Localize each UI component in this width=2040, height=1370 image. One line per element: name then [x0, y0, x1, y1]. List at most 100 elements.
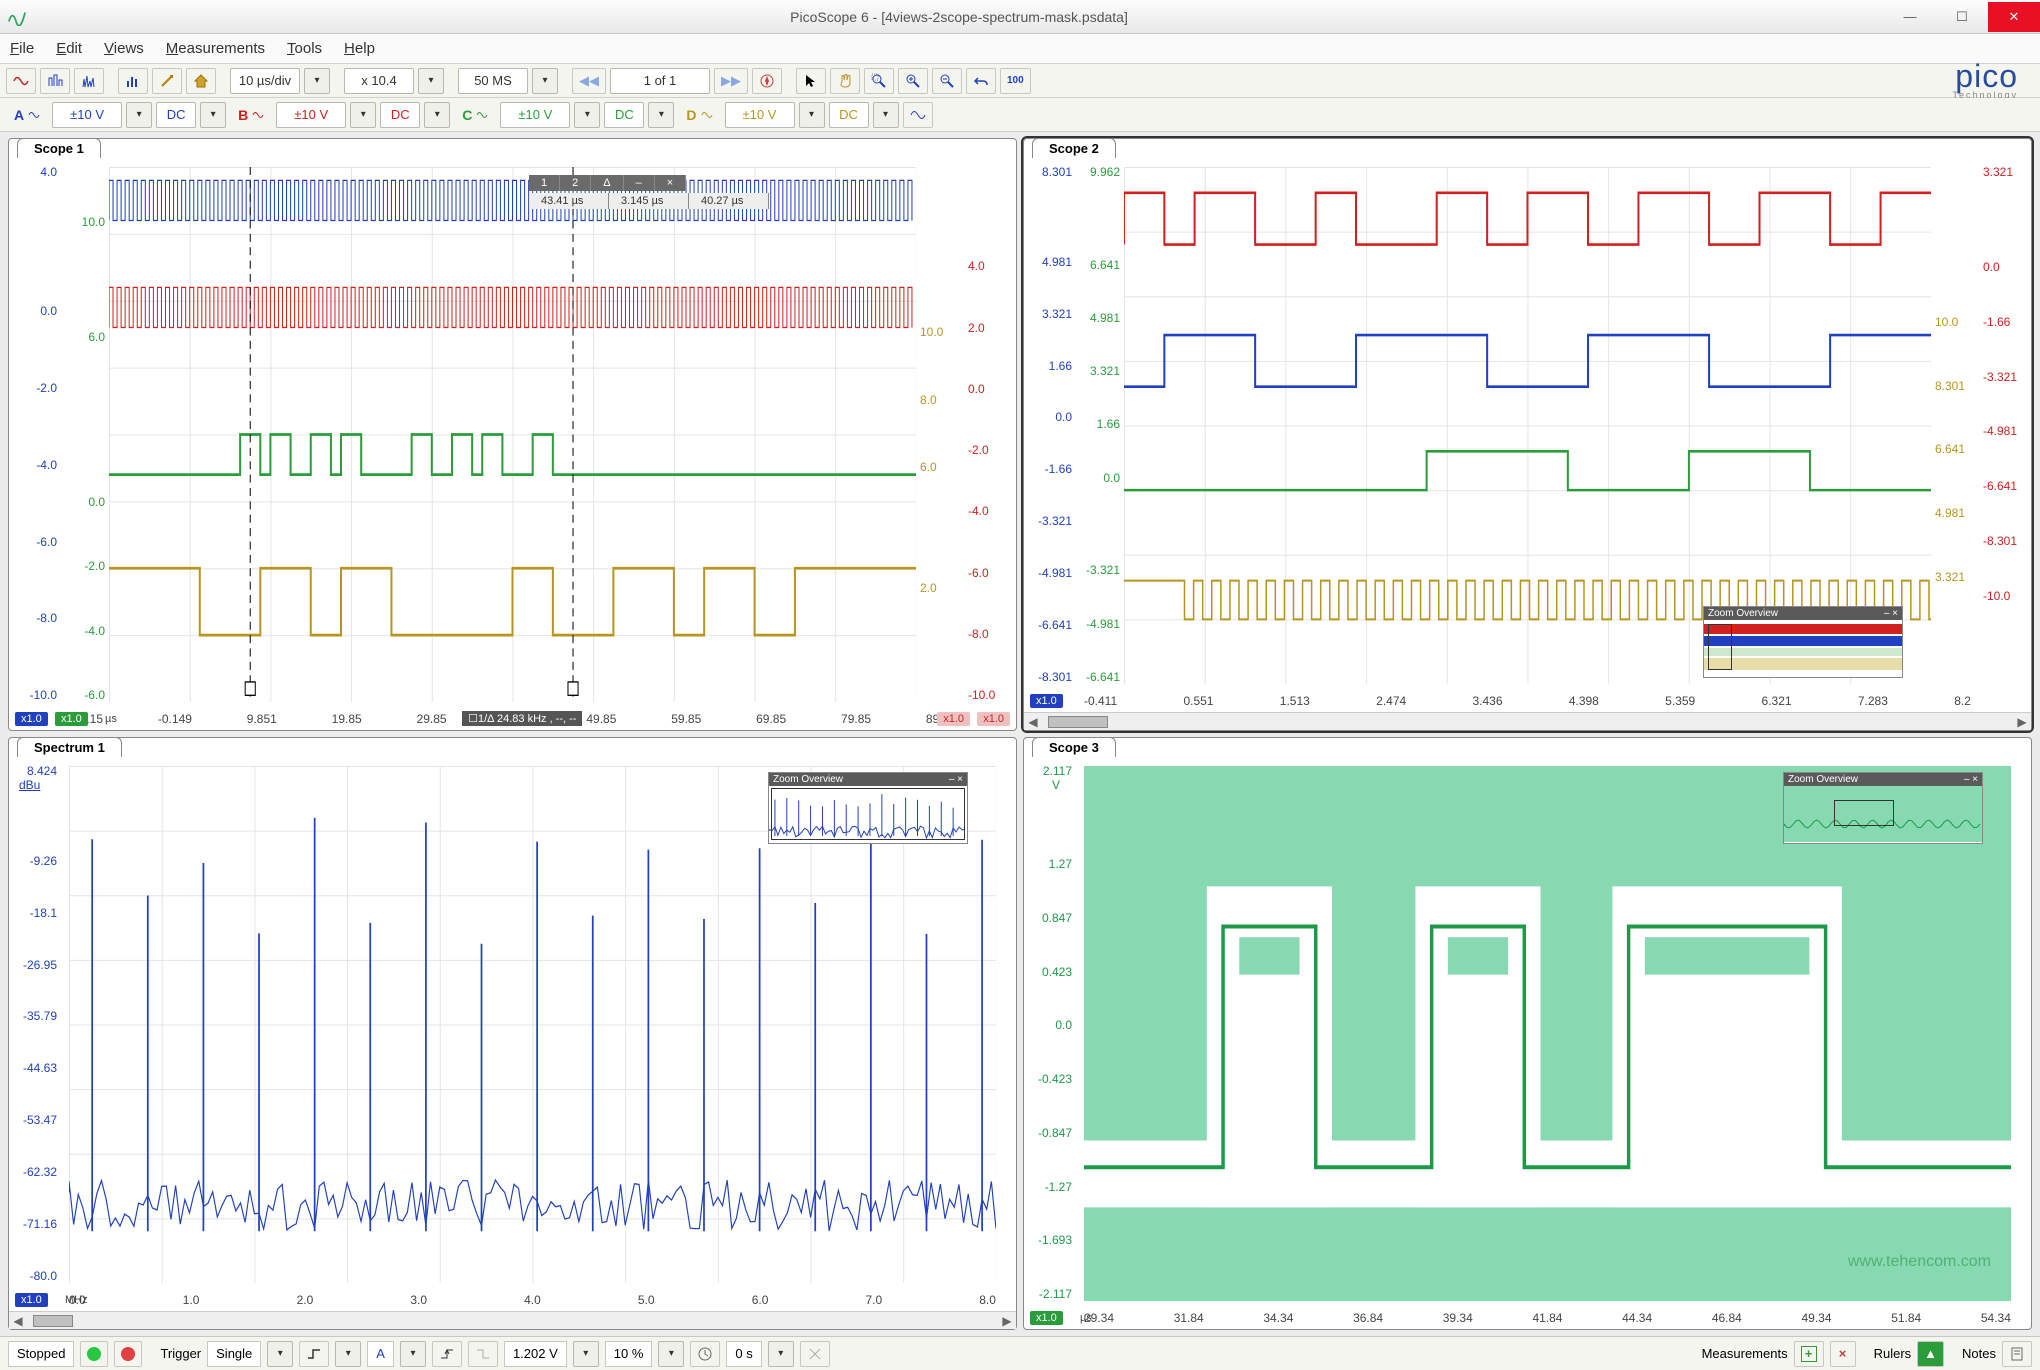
trigger-falling-icon[interactable]	[468, 1341, 498, 1367]
trigger-ch-dd[interactable]: ▾	[400, 1341, 426, 1367]
channel-d-label[interactable]: D	[678, 107, 720, 123]
channel-d-coupling[interactable]: DC	[829, 102, 869, 128]
channel-d-range[interactable]: ±10 V	[725, 102, 795, 128]
buffer-last-icon[interactable]: ▶▶	[714, 68, 748, 94]
posttrigger-dd[interactable]: ▾	[768, 1341, 794, 1367]
buffer-position[interactable]: 1 of 1	[610, 68, 710, 94]
pretrigger[interactable]: 10 %	[605, 1341, 653, 1367]
menu-help[interactable]: Help	[344, 40, 375, 57]
trigger-level[interactable]: 1.202 V	[504, 1341, 567, 1367]
scope2-plot[interactable]: 8.3014.9813.3211.660.0-1.66-3.321-4.981-…	[1024, 161, 2031, 712]
timebase-dropdown[interactable]: ▾	[304, 68, 330, 94]
maximize-button[interactable]: ☐	[1936, 2, 1988, 32]
undo-icon[interactable]	[966, 68, 996, 94]
menu-tools[interactable]: Tools	[287, 40, 322, 57]
channel-a-coupling-dd[interactable]: ▾	[200, 102, 226, 128]
scope1-canvas[interactable]: 1 2 Δ – × 43.41 µs 3.145 µs 40.27 µs	[109, 167, 916, 702]
scroll-right-icon[interactable]: ▶	[998, 1314, 1016, 1328]
pointer-icon[interactable]	[796, 68, 826, 94]
persistence-mode-icon[interactable]	[40, 68, 70, 94]
trigger-mode[interactable]: Single	[207, 1341, 261, 1367]
scope2-zoom-overview[interactable]: Zoom Overview– ×	[1703, 606, 1903, 678]
zoom-fit-icon[interactable]: 100	[1000, 68, 1031, 94]
scope1-tab[interactable]: Scope 1	[17, 138, 101, 158]
menu-measurements[interactable]: Measurements	[166, 40, 265, 57]
timebase-field[interactable]: 10 µs/div	[230, 68, 300, 94]
scope1-zoom-a[interactable]: x1.0	[15, 712, 48, 726]
channel-c-coupling[interactable]: DC	[604, 102, 644, 128]
sig-gen-icon[interactable]	[903, 102, 933, 128]
zoom-in-icon[interactable]	[898, 68, 928, 94]
spectrum1-tab[interactable]: Spectrum 1	[17, 737, 122, 757]
trigger-level-dd[interactable]: ▾	[573, 1341, 599, 1367]
channel-a-range-dd[interactable]: ▾	[126, 102, 152, 128]
samples-dropdown[interactable]: ▾	[532, 68, 558, 94]
trigger-rising-icon[interactable]	[432, 1341, 462, 1367]
channel-b-range[interactable]: ±10 V	[276, 102, 346, 128]
zoom-area-icon[interactable]	[864, 68, 894, 94]
home-icon[interactable]	[186, 68, 216, 94]
trigger-advanced-icon[interactable]	[800, 1341, 830, 1367]
close-button[interactable]: ✕	[1988, 2, 2040, 32]
cursor-close-icon[interactable]: ×	[655, 175, 686, 191]
spectrum1-zoom-tag[interactable]: x1.0	[15, 1293, 48, 1307]
menu-views[interactable]: Views	[104, 40, 144, 57]
scroll-thumb[interactable]	[1048, 716, 1108, 728]
scope1-plot[interactable]: 4.00.0-2.0-4.0-6.0-8.0-10.0 10.06.00.0-2…	[9, 161, 1016, 730]
scroll-left-icon[interactable]: ◀	[1024, 715, 1042, 729]
scope2-canvas[interactable]: Zoom Overview– ×	[1124, 167, 1931, 684]
scope3-canvas[interactable]: Zoom Overview– × www.tehencom.com	[1084, 766, 2011, 1301]
scroll-right-icon[interactable]: ▶	[2013, 715, 2031, 729]
trigger-mode-dd[interactable]: ▾	[267, 1341, 293, 1367]
trigger-edge-icon[interactable]	[299, 1341, 329, 1367]
stop-button[interactable]	[114, 1341, 142, 1367]
menu-edit[interactable]: Edit	[56, 40, 82, 57]
scope2-hscroll[interactable]: ◀ ▶	[1024, 712, 2031, 730]
auto-setup-icon[interactable]	[152, 68, 182, 94]
scope3-zoom-overview[interactable]: Zoom Overview– ×	[1783, 772, 1983, 844]
clock-icon[interactable]	[690, 1341, 720, 1367]
channel-a-label[interactable]: A	[6, 107, 48, 123]
samples-field[interactable]: 50 MS	[458, 68, 528, 94]
menu-file[interactable]: File	[10, 40, 34, 57]
scope2-tab[interactable]: Scope 2	[1032, 138, 1116, 158]
channel-b-coupling[interactable]: DC	[380, 102, 420, 128]
spectrum-mode-icon[interactable]	[74, 68, 104, 94]
scroll-thumb[interactable]	[33, 1315, 73, 1327]
compass-icon[interactable]	[752, 68, 782, 94]
bars-icon[interactable]	[118, 68, 148, 94]
scope3-plot[interactable]: 2.1171.270.8470.4230.0-0.423-0.847-1.27-…	[1024, 760, 2031, 1329]
scroll-left-icon[interactable]: ◀	[9, 1314, 27, 1328]
scope3-zoom-tag[interactable]: x1.0	[1030, 1311, 1063, 1325]
posttrigger[interactable]: 0 s	[726, 1341, 761, 1367]
channel-a-range[interactable]: ±10 V	[52, 102, 122, 128]
channel-c-coupling-dd[interactable]: ▾	[648, 102, 674, 128]
channel-c-label[interactable]: C	[454, 107, 496, 123]
buffer-first-icon[interactable]: ◀◀	[572, 68, 606, 94]
channel-c-range[interactable]: ±10 V	[500, 102, 570, 128]
cursor-min-icon[interactable]: –	[624, 175, 655, 191]
spectrum1-zoom-overview[interactable]: Zoom Overview– ×	[768, 772, 968, 844]
channel-b-range-dd[interactable]: ▾	[350, 102, 376, 128]
channel-d-coupling-dd[interactable]: ▾	[873, 102, 899, 128]
measurement-add-button[interactable]: +	[1794, 1341, 1824, 1367]
measurement-remove-button[interactable]: ×	[1830, 1341, 1856, 1367]
spectrum1-canvas[interactable]: Zoom Overview– ×	[69, 766, 996, 1283]
channel-d-range-dd[interactable]: ▾	[799, 102, 825, 128]
channel-a-coupling[interactable]: DC	[156, 102, 196, 128]
spectrum1-plot[interactable]: 8.424-9.26-18.1-26.95-35.79-44.63-53.47-…	[9, 760, 1016, 1311]
rulers-button[interactable]: ▲	[1917, 1341, 1944, 1367]
pretrigger-dd[interactable]: ▾	[658, 1341, 684, 1367]
zoom-factor-field[interactable]: x 10.4	[344, 68, 414, 94]
hand-icon[interactable]	[830, 68, 860, 94]
scope1-zoom-b[interactable]: x1.0	[937, 712, 970, 726]
channel-c-range-dd[interactable]: ▾	[574, 102, 600, 128]
spectrum1-hscroll[interactable]: ◀ ▶	[9, 1311, 1016, 1329]
minimize-button[interactable]: —	[1884, 2, 1936, 32]
zoom-dropdown[interactable]: ▾	[418, 68, 444, 94]
scope1-zoom-c[interactable]: x1.0	[55, 712, 88, 726]
notes-icon[interactable]	[2002, 1341, 2032, 1367]
channel-b-label[interactable]: B	[230, 107, 272, 123]
trigger-channel[interactable]: A	[367, 1341, 394, 1367]
scope-mode-icon[interactable]	[6, 68, 36, 94]
